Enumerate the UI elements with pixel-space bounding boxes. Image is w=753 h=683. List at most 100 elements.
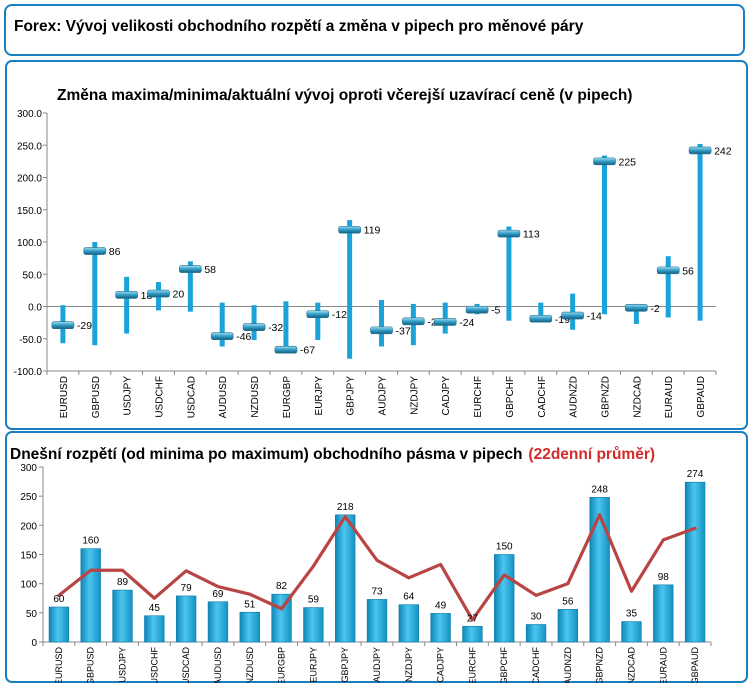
x-tick-label: EURGBP bbox=[282, 376, 293, 419]
data-label: 30 bbox=[530, 612, 542, 623]
y-tick-label: 100 bbox=[20, 580, 37, 591]
x-tick-label: NZDUSD bbox=[245, 647, 255, 683]
data-label: 49 bbox=[435, 600, 447, 611]
data-label: -46 bbox=[236, 331, 251, 343]
y-tick-label: 150 bbox=[20, 551, 37, 562]
data-label: 20 bbox=[173, 289, 185, 301]
data-label: -37 bbox=[396, 325, 411, 337]
bar bbox=[144, 615, 165, 643]
x-tick-label: GBPCHF bbox=[505, 376, 516, 418]
bar bbox=[589, 497, 610, 643]
range-bar bbox=[570, 293, 576, 330]
bar-chart-marks: 60 160 89 45 79 69 51 82 59 218 73 64 49 27 150 30 56 248… bbox=[48, 469, 706, 643]
average-line bbox=[57, 513, 697, 622]
x-tick-label: EURCHF bbox=[473, 376, 484, 418]
x-tick-label: EURJPY bbox=[308, 647, 318, 683]
current-marker bbox=[210, 332, 234, 340]
data-label: 45 bbox=[149, 603, 161, 614]
current-marker bbox=[338, 225, 361, 234]
x-tick-label: CADCHF bbox=[531, 646, 541, 683]
bar bbox=[335, 514, 356, 643]
range-bar bbox=[506, 226, 512, 321]
range-bar bbox=[602, 155, 607, 315]
data-label: 119 bbox=[364, 225, 381, 237]
data-label: 79 bbox=[181, 583, 193, 594]
range-bar bbox=[251, 305, 257, 341]
bar bbox=[207, 601, 229, 643]
bar bbox=[525, 624, 547, 643]
x-tick-label: GBPUSD bbox=[91, 376, 102, 418]
range-bar bbox=[442, 302, 448, 334]
data-label: -32 bbox=[268, 322, 283, 334]
current-marker bbox=[115, 291, 138, 299]
bar bbox=[430, 613, 451, 643]
x-tick-label: NZDUSD bbox=[250, 376, 261, 418]
current-marker bbox=[51, 321, 75, 330]
bar bbox=[684, 481, 706, 643]
x-tick-label: GBPCHF bbox=[499, 647, 509, 683]
data-label: -29 bbox=[77, 320, 92, 332]
data-label: 18 bbox=[141, 290, 153, 302]
data-label: 248 bbox=[591, 484, 608, 495]
current-marker bbox=[529, 314, 553, 323]
x-tick-label: GBPJPY bbox=[346, 376, 357, 416]
range-bar bbox=[187, 261, 193, 312]
range-chart-title: Změna maxima/minima/aktuální vývoj oprot… bbox=[57, 87, 632, 104]
x-tick-label: GBPUSD bbox=[86, 647, 96, 683]
y-tick-label: 0.0 bbox=[28, 303, 42, 314]
current-marker bbox=[147, 289, 170, 298]
current-marker bbox=[625, 303, 648, 312]
bar bbox=[621, 621, 642, 643]
current-marker bbox=[561, 311, 584, 320]
x-tick-label: EURAUD bbox=[664, 376, 675, 418]
x-tick-label: EURGBP bbox=[277, 647, 287, 683]
range-bar bbox=[283, 301, 289, 350]
data-label: 82 bbox=[276, 581, 288, 592]
current-marker bbox=[370, 326, 393, 335]
y-tick-label: 150.0 bbox=[17, 206, 42, 217]
data-label: 64 bbox=[403, 592, 415, 603]
x-tick-label: EURUSD bbox=[54, 647, 64, 683]
bar bbox=[398, 604, 419, 643]
range-bar bbox=[633, 303, 639, 324]
bar bbox=[112, 589, 133, 643]
data-label: 242 bbox=[714, 145, 732, 157]
bar bbox=[366, 599, 388, 643]
x-tick-label: EURAUD bbox=[658, 647, 668, 683]
data-label: 150 bbox=[496, 542, 513, 553]
x-tick-label: USDJPY bbox=[118, 647, 128, 683]
data-label: -2 bbox=[650, 303, 659, 315]
range-bar bbox=[219, 302, 225, 347]
bar bbox=[175, 595, 197, 643]
y-tick-label: 50 bbox=[26, 609, 38, 620]
bar bbox=[48, 606, 70, 643]
x-tick-label: EURCHF bbox=[467, 646, 477, 683]
x-tick-label: AUDNZD bbox=[563, 647, 573, 683]
page-title: Forex: Vývoj velikosti obchodního rozpět… bbox=[14, 18, 584, 35]
bar bbox=[80, 548, 101, 643]
data-label: 69 bbox=[212, 589, 224, 600]
current-marker bbox=[402, 317, 425, 326]
x-tick-label: GBPNZD bbox=[601, 376, 612, 418]
range-chart-axes: 300.0 250.0 200.0 150.0 100.0 50.0 0.0 -50.0 -10… bbox=[14, 109, 717, 419]
data-label: -5 bbox=[491, 305, 500, 317]
data-label: 89 bbox=[117, 577, 129, 588]
range-bar bbox=[92, 242, 98, 346]
x-tick-label: GBPNZD bbox=[595, 647, 605, 683]
current-marker bbox=[179, 265, 202, 273]
current-marker bbox=[242, 323, 266, 331]
data-label: 27 bbox=[467, 613, 479, 624]
x-tick-label: AUDNZD bbox=[569, 376, 580, 418]
x-tick-label: USDCAD bbox=[181, 647, 191, 683]
data-label: -67 bbox=[300, 345, 315, 357]
x-tick-label: AUDJPY bbox=[372, 647, 382, 683]
current-marker bbox=[593, 157, 616, 166]
data-label: 113 bbox=[523, 229, 540, 241]
range-bar bbox=[347, 220, 353, 359]
current-marker bbox=[465, 305, 489, 314]
current-marker bbox=[497, 229, 521, 238]
bar-chart-title-highlight: (22denní průměr) bbox=[528, 446, 655, 463]
current-marker bbox=[688, 146, 712, 155]
x-tick-label: USDCAD bbox=[186, 376, 197, 418]
y-tick-label: 250.0 bbox=[17, 141, 42, 152]
